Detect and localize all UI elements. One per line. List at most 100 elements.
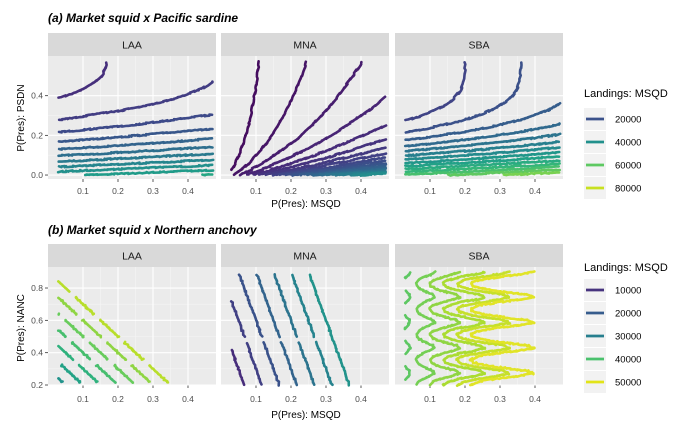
contour-line — [232, 60, 308, 177]
facet-strip — [48, 33, 216, 56]
panel-a-legend-title: Landings: MSQD — [584, 88, 668, 100]
contour-line — [414, 270, 437, 386]
x-tick-label: 0.1 — [424, 186, 436, 196]
y-tick-label: 0.4 — [31, 91, 43, 101]
panel-a-plots: LAA 0.1 0.2 0.3 0.4 0.0 0.2 0.4 MNA 0.1 0.2 0.3 0.4 S… — [31, 33, 563, 196]
legend-label: 20000 — [615, 115, 641, 126]
contour-line — [57, 377, 64, 384]
contour-line — [57, 80, 214, 122]
contour-line — [238, 60, 363, 177]
contour-lines — [230, 60, 388, 177]
contour-line — [57, 158, 215, 169]
contour-line — [229, 300, 263, 386]
contour-line — [455, 270, 512, 387]
facet-strip-label: SBA — [468, 40, 489, 52]
panel-b-xlabel: P(Pres): MSQD — [271, 410, 340, 421]
contour-line — [57, 344, 99, 384]
contour-line — [57, 145, 214, 158]
x-tick-label: 0.1 — [424, 394, 436, 404]
panel-a-legend: Landings: MSQD 20000 40000 60000 80000 — [584, 88, 668, 199]
facet-sba: SBA 0.1 0.2 0.3 0.4 — [395, 244, 563, 404]
contour-line — [404, 61, 523, 134]
x-tick-label: 0.2 — [459, 186, 471, 196]
facet-laa: LAA 0.1 0.2 0.3 0.4 0.0 0.2 0.4 — [31, 33, 216, 196]
panel-b-plots: LAA 0.1 0.2 0.3 0.4 0.2 0.4 0.6 0.8 MNA 0.1 0.2 0.3 0… — [31, 244, 563, 404]
contour-line — [264, 146, 387, 177]
contour-line — [441, 270, 487, 387]
x-tick-label: 0.2 — [112, 186, 124, 196]
contour-line — [273, 273, 316, 386]
contour-line — [404, 150, 561, 165]
contour-line — [57, 127, 214, 143]
contour-line — [404, 146, 561, 161]
y-tick-label: 0.0 — [31, 170, 43, 180]
contour-line — [428, 270, 462, 387]
contour-line — [404, 132, 562, 153]
y-tick-label: 0.2 — [31, 130, 43, 140]
contour-line — [83, 168, 215, 177]
contour-line — [291, 273, 334, 387]
x-tick-label: 0.4 — [355, 186, 367, 196]
facet-strip — [395, 33, 563, 56]
contour-line — [404, 155, 561, 168]
contour-line — [57, 113, 214, 134]
contour-line — [57, 280, 170, 384]
legend-label: 10000 — [615, 286, 641, 297]
facet-laa: LAA 0.1 0.2 0.3 0.4 0.2 0.4 0.6 0.8 — [31, 244, 216, 404]
contour-line — [230, 348, 246, 387]
contour-line — [404, 101, 562, 142]
x-tick-label: 0.4 — [529, 394, 541, 404]
x-tick-label: 0.3 — [494, 394, 506, 404]
legend-label: 20000 — [615, 309, 641, 320]
facet-strip-label: MNA — [293, 40, 316, 52]
contour-lines — [56, 61, 215, 177]
y-tick-label: 0.8 — [31, 283, 43, 293]
panel-b-legend: Landings: MSQD 10000 20000 30000 40000 50000 — [584, 262, 668, 393]
facet-mna: MNA 0.1 0.2 0.3 0.4 — [221, 33, 389, 196]
y-tick-label: 0.6 — [31, 315, 43, 325]
contour-line — [404, 165, 561, 176]
facet-strip-label: MNA — [293, 251, 316, 263]
facet-sba: SBA 0.1 0.2 0.3 0.4 — [395, 33, 563, 196]
facet-strip-label: LAA — [122, 251, 142, 263]
contour-line — [57, 137, 214, 151]
facet-strip — [221, 33, 389, 56]
panel-a-xlabel: P(Pres): MSQD — [271, 199, 340, 210]
contour-line — [56, 329, 117, 384]
x-tick-label: 0.3 — [320, 186, 332, 196]
y-tick-label: 0.2 — [31, 380, 43, 390]
x-tick-label: 0.4 — [355, 394, 367, 404]
contour-lines — [403, 270, 536, 387]
facet-strip — [221, 244, 389, 267]
contour-line — [404, 159, 561, 171]
contour-line — [359, 172, 387, 177]
contour-line — [468, 270, 536, 387]
contour-lines — [403, 61, 562, 177]
contour-line — [237, 273, 281, 387]
contour-lines — [229, 273, 351, 387]
x-tick-label: 0.1 — [250, 394, 262, 404]
contour-line — [56, 163, 214, 174]
panel-b-title: (b) Market squid x Northern anchovy — [48, 223, 258, 237]
contour-line — [446, 168, 561, 177]
facet-strip-label: LAA — [122, 40, 142, 52]
x-tick-label: 0.2 — [459, 394, 471, 404]
contour-line — [252, 124, 388, 176]
x-tick-label: 0.2 — [285, 186, 297, 196]
facet-strip-label: SBA — [468, 251, 489, 263]
contour-line — [404, 61, 467, 122]
x-tick-label: 0.1 — [250, 186, 262, 196]
contour-line — [404, 140, 561, 158]
x-tick-label: 0.4 — [182, 186, 194, 196]
contour-line — [257, 138, 388, 176]
x-tick-label: 0.2 — [112, 394, 124, 404]
facet-strip — [48, 244, 216, 267]
legend-label: 30000 — [615, 332, 641, 343]
x-tick-label: 0.3 — [147, 394, 159, 404]
legend-label: 50000 — [615, 378, 641, 389]
contour-line — [57, 296, 151, 383]
panel-a-ylabel: P(Pres): PSDN — [16, 84, 27, 151]
contour-line — [245, 95, 387, 176]
x-tick-label: 0.3 — [147, 186, 159, 196]
